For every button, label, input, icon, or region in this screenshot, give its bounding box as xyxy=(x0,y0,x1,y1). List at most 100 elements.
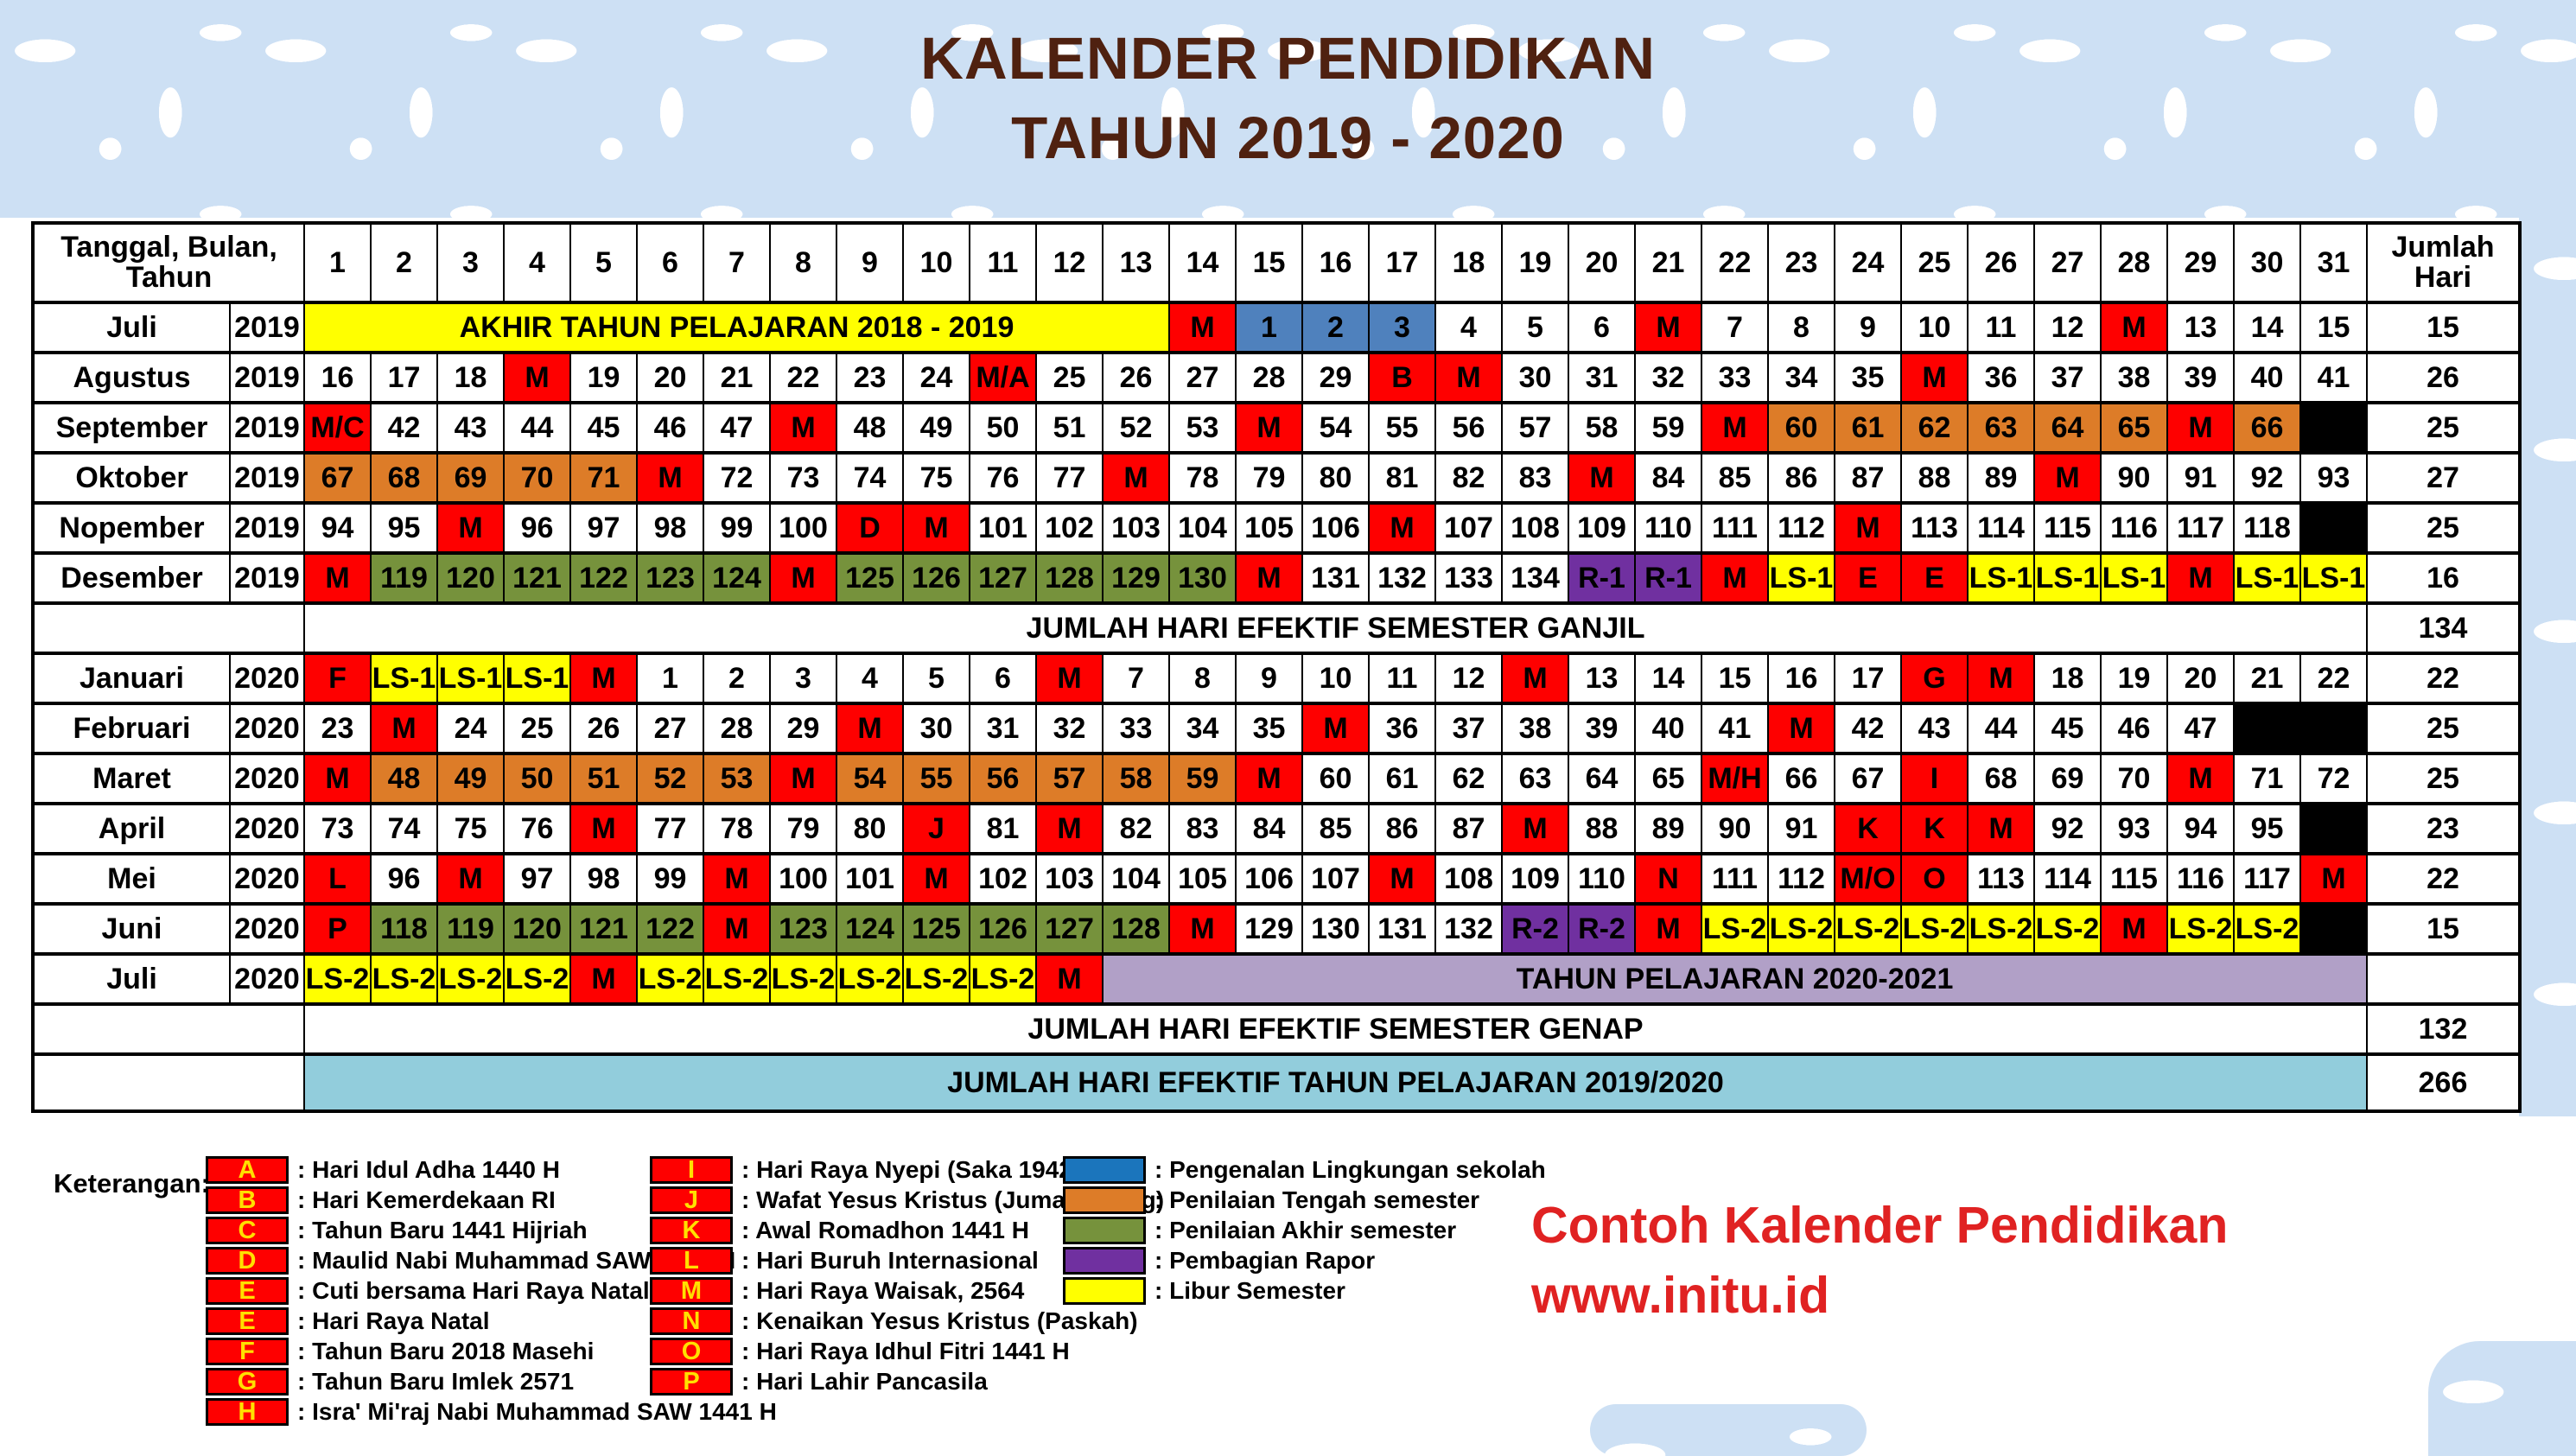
day-cell: 2 xyxy=(703,652,771,705)
day-cell: 36 xyxy=(1967,351,2035,404)
month-total: 25 xyxy=(2366,752,2521,805)
day-cell: 47 xyxy=(2166,702,2235,755)
legend-item-label: : Penilaian Tengah semester xyxy=(1154,1186,1480,1213)
semester-break-cell: LS-2 xyxy=(2166,902,2235,956)
day-cell: 22 xyxy=(769,351,837,404)
sunday-cell: M xyxy=(769,752,837,805)
day-cell: 92 xyxy=(2033,802,2102,855)
day-number-header: 21 xyxy=(1634,221,1702,304)
day-cell: 44 xyxy=(1967,702,2035,755)
semester-break-cell: LS-1 xyxy=(1967,551,2035,605)
sunday-cell: M xyxy=(503,351,571,404)
legend-item: P: Hari Lahir Pancasila xyxy=(650,1368,1164,1396)
day-cell: 87 xyxy=(1434,802,1503,855)
day-cell: 77 xyxy=(636,802,704,855)
midterm-assessment-cell: 71 xyxy=(569,451,638,505)
day-cell: 107 xyxy=(1434,501,1503,555)
midterm-assessment-cell: 56 xyxy=(969,752,1037,805)
year-label: 2019 xyxy=(229,351,305,404)
legend-item: E: Cuti bersama Hari Raya Natal xyxy=(206,1277,777,1305)
day-cell: 93 xyxy=(2100,802,2168,855)
month-label: Juni xyxy=(32,902,231,956)
day-cell: 102 xyxy=(1035,501,1104,555)
midterm-assessment-cell: 53 xyxy=(703,752,771,805)
day-cell: 132 xyxy=(1368,551,1436,605)
year-label: 2020 xyxy=(229,852,305,906)
legend-item: A : Hari Idul Adha 1440 H xyxy=(206,1156,777,1184)
semester-break-cell: LS-1 xyxy=(2033,551,2102,605)
day-cell: 85 xyxy=(1301,802,1370,855)
sunday-cell: M xyxy=(2166,401,2235,455)
day-cell: 44 xyxy=(503,401,571,455)
day-cell: 114 xyxy=(2033,852,2102,906)
day-cell: 30 xyxy=(1501,351,1569,404)
day-cell: 117 xyxy=(2233,852,2301,906)
calendar-row-juli-2019: Juli 2019 AKHIR TAHUN PELAJARAN 2018 - 201… xyxy=(32,301,2521,354)
sunday-cell: M xyxy=(1434,351,1503,404)
month-label: April xyxy=(32,802,231,855)
semester-break-cell: LS-2 xyxy=(1767,902,1835,956)
legend-letter-swatch: A xyxy=(206,1156,289,1184)
final-assessment-cell: 128 xyxy=(1102,902,1170,956)
midterm-assessment-cell: 66 xyxy=(2233,401,2301,455)
report-day-cell: R-1 xyxy=(1568,551,1636,605)
day-cell: 87 xyxy=(1834,451,1902,505)
semester-break-cell: LS-2 xyxy=(1900,902,1969,956)
day-cell: 56 xyxy=(1434,401,1503,455)
year-label: 2019 xyxy=(229,551,305,605)
legend-item-label: : Kenaikan Yesus Kristus (Paskah) xyxy=(741,1307,1138,1334)
day-cell: 17 xyxy=(1834,652,1902,705)
day-cell: 86 xyxy=(1368,802,1436,855)
day-cell: 54 xyxy=(1301,401,1370,455)
legend-letter-swatch: H xyxy=(206,1398,289,1426)
day-cell: 60 xyxy=(1301,752,1370,805)
day-cell: 63 xyxy=(1501,752,1569,805)
sunday-cell: M xyxy=(1168,301,1237,354)
day-cell: 95 xyxy=(370,501,438,555)
day-cell: 7 xyxy=(1701,301,1769,354)
month-label: Mei xyxy=(32,852,231,906)
day-cell: 78 xyxy=(1168,451,1237,505)
semester-break-cell: LS-2 xyxy=(2233,902,2301,956)
day-cell: 92 xyxy=(2233,451,2301,505)
day-cell: 94 xyxy=(2166,802,2235,855)
blank-cell xyxy=(2299,802,2368,855)
holiday-cell: E xyxy=(1834,551,1902,605)
day-cell: 19 xyxy=(569,351,638,404)
blank-cell xyxy=(2299,401,2368,455)
day-cell: 39 xyxy=(1568,702,1636,755)
day-number-header: 6 xyxy=(636,221,704,304)
day-cell: 95 xyxy=(2233,802,2301,855)
legend-item-label: : Hari Idul Adha 1440 H xyxy=(297,1156,560,1183)
legend-item: N: Kenaikan Yesus Kristus (Paskah) xyxy=(650,1307,1164,1335)
midterm-assessment-cell: 67 xyxy=(303,451,372,505)
day-cell: 6 xyxy=(969,652,1037,705)
day-cell: 19 xyxy=(2100,652,2168,705)
day-cell: 78 xyxy=(703,802,771,855)
legend-letter-swatch: F xyxy=(206,1338,289,1365)
day-cell: 21 xyxy=(703,351,771,404)
month-label: Desember xyxy=(32,551,231,605)
calendar-row-april-2020: April 2020 73 74 75 76 M 77 78 79 80 J 81 M 82 83 84 85 86… xyxy=(32,802,2521,855)
day-cell: 108 xyxy=(1434,852,1503,906)
decorative-pattern-corner xyxy=(2428,1341,2576,1456)
day-cell: 25 xyxy=(1035,351,1104,404)
day-cell: 83 xyxy=(1501,451,1569,505)
calendar-row-januari-2020: Januari 2020 F LS-1 LS-1 LS-1 M 1 2 3 4 5 6 M 7 8 9 10 11 1… xyxy=(32,652,2521,705)
legend-item-label: : Hari Buruh Internasional xyxy=(741,1247,1039,1274)
midterm-assessment-cell: 54 xyxy=(836,752,904,805)
legend-item: C: Tahun Baru 1441 Hijriah xyxy=(206,1217,777,1244)
day-number-header: 23 xyxy=(1767,221,1835,304)
day-cell: 55 xyxy=(1368,401,1436,455)
calendar-row-mei-2020: Mei 2020 L 96 M 97 98 99 M 100 101 M 102 103 104 105 106… xyxy=(32,852,2521,906)
day-cell: 61 xyxy=(1368,752,1436,805)
summary-label: JUMLAH HARI EFEKTIF TAHUN PELAJARAN 2019… xyxy=(303,1052,2368,1113)
day-cell: 66 xyxy=(1767,752,1835,805)
holiday-cell: O xyxy=(1900,852,1969,906)
day-cell: 85 xyxy=(1701,451,1769,505)
day-cell: 69 xyxy=(2033,752,2102,805)
day-cell: 7 xyxy=(1102,652,1170,705)
day-cell: 45 xyxy=(2033,702,2102,755)
midterm-assessment-cell: 65 xyxy=(2100,401,2168,455)
day-number-header: 30 xyxy=(2233,221,2301,304)
